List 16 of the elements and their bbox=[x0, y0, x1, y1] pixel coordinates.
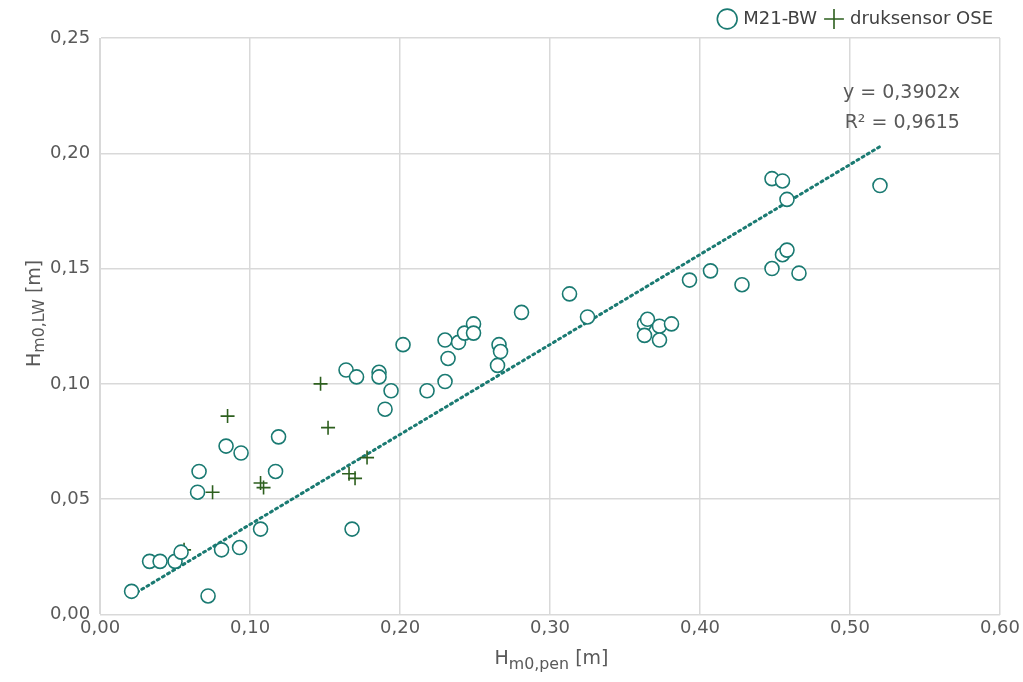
y-tick-label: 0,20 bbox=[50, 140, 91, 162]
y-tick-label: 0,15 bbox=[50, 256, 91, 278]
x-tick-label: 0,20 bbox=[380, 615, 421, 637]
legend-label: druksensor OSE bbox=[850, 6, 993, 28]
x-tick-label: 0,10 bbox=[230, 615, 271, 637]
x-tick-label: 0,30 bbox=[529, 615, 571, 637]
y-tick-label: 0,10 bbox=[50, 371, 91, 393]
legend-label: M21-BW bbox=[743, 6, 818, 28]
x-axis-title: H$_{m0,pen}$ [m] bbox=[493, 646, 610, 673]
y-tick-label: 0,05 bbox=[50, 486, 91, 508]
annotation: y = 0,3902x bbox=[842, 79, 960, 102]
x-tick-label: 0,60 bbox=[979, 615, 1020, 637]
annotation: R² = 0,9615 bbox=[844, 109, 960, 132]
x-tick-label: 0,50 bbox=[829, 615, 871, 637]
y-tick-label: 0,25 bbox=[50, 25, 91, 47]
x-tick-label: 0,40 bbox=[679, 615, 721, 637]
